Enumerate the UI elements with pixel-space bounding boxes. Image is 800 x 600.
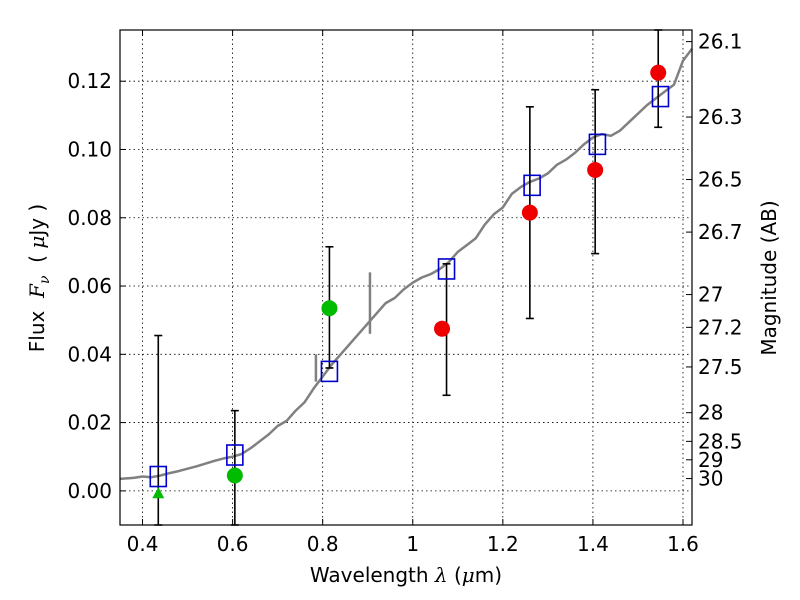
open-square-marker (149, 465, 168, 488)
x-axis-ticks: 0.4 0.6 0.8 1 1.2 1.4 1.6 (127, 30, 699, 556)
open-square-marker (651, 85, 670, 108)
open-square-marker (437, 258, 456, 280)
y-tick-label: 0.02 (67, 411, 112, 435)
grid-layer (120, 30, 692, 525)
y-tick-label: 0.12 (67, 69, 112, 93)
x-tick-label: 1.6 (667, 532, 699, 556)
y-tick-label: 0.00 (67, 479, 112, 503)
y-axis-title: Flux Fν ( μJy ) (25, 204, 53, 352)
y-tick-label: 0.06 (67, 274, 112, 298)
right-axis-tick-label: 28.5 (698, 429, 743, 453)
plot-frame (119, 29, 693, 526)
x-tick-label: 0.4 (127, 532, 159, 556)
right-axis-tick-label: 26.5 (698, 168, 743, 192)
right-axis-tick-label: 26.7 (698, 220, 743, 244)
filled-circle-marker (521, 204, 538, 221)
right-axis-tick-label: 26.1 (698, 30, 743, 54)
y-tick-label: 0.04 (67, 342, 112, 366)
filled-circle-marker (434, 320, 451, 337)
open-square-marker (588, 133, 607, 156)
model-spectrum-line (119, 48, 693, 481)
y-tick-label: 0.08 (67, 206, 112, 230)
right-axis-tick-label: 28 (698, 401, 723, 425)
right-axis-title: Magnitude (AB) (757, 200, 781, 355)
open-square-marker (226, 444, 244, 466)
marker-layer (149, 64, 670, 499)
right-axis-tick-label: 26.3 (698, 105, 743, 129)
y-tick-label: 0.10 (67, 137, 112, 161)
model-spectrum-layer (119, 48, 693, 481)
right-axis-tick-label: 27.2 (698, 315, 743, 339)
open-square-marker (320, 360, 339, 383)
x-axis-title: Wavelength λ (μm) (310, 563, 502, 587)
x-tick-label: 0.6 (217, 532, 249, 556)
filled-circle-marker (587, 161, 604, 178)
filled-circle-marker (226, 467, 243, 484)
x-tick-label: 1.2 (487, 532, 519, 556)
triangle-marker (152, 487, 165, 499)
y-axis-ticks: 0.00 0.02 0.04 0.06 0.08 0.10 0.12 (67, 69, 126, 503)
x-tick-label: 0.8 (307, 532, 339, 556)
right-axis-tick-label: 29 (698, 448, 723, 472)
filled-circle-marker (650, 64, 667, 81)
right-axis-tick-label: 27.5 (698, 355, 743, 379)
open-square-marker (523, 174, 541, 197)
filled-circle-marker (321, 300, 338, 317)
right-axis-tick-label: 27 (698, 283, 723, 307)
error-bar-layer (154, 29, 663, 526)
x-tick-label: 1.4 (577, 532, 609, 556)
x-tick-label: 1 (406, 532, 419, 556)
right-axis-tick-label: 30 (698, 467, 723, 491)
